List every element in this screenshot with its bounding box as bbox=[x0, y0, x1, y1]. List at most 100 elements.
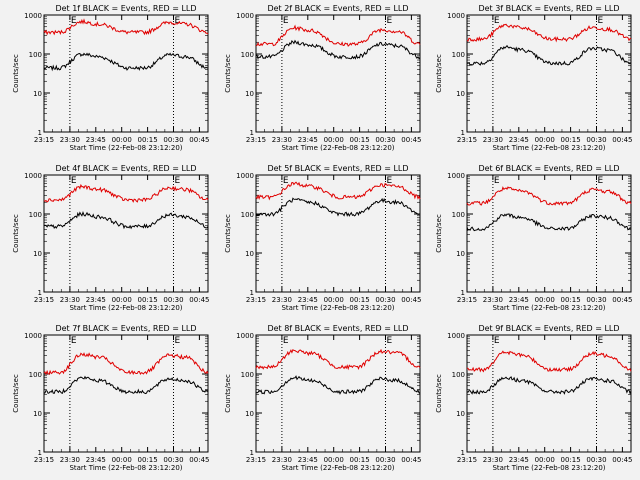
x-tick-label: 23:30 bbox=[60, 456, 80, 464]
chart-panel-9: Det 9f BLACK = Events, RED = LLD 1 10 100 10… bbox=[435, 324, 632, 472]
x-tick-label: 00:15 bbox=[138, 296, 158, 304]
x-axis-label: Start Time (22-Feb-08 23:12:20) bbox=[69, 304, 182, 312]
x-tick-label: 00:45 bbox=[189, 296, 209, 304]
x-tick-label: 00:00 bbox=[112, 296, 132, 304]
y-tick-label: 1000 bbox=[447, 332, 465, 340]
x-axis-label: Start Time (22-Feb-08 23:12:20) bbox=[492, 144, 605, 152]
series-line-events bbox=[255, 197, 421, 217]
chart-title: Det 7f BLACK = Events, RED = LLD bbox=[55, 324, 196, 333]
x-tick-label: 23:15 bbox=[34, 296, 54, 304]
y-tick-label: 1000 bbox=[447, 12, 465, 20]
plot-frame bbox=[255, 174, 421, 293]
series-line-lld bbox=[255, 348, 421, 371]
event-marker-label: E bbox=[598, 176, 604, 186]
event-marker-label: E bbox=[71, 176, 77, 186]
y-tick-label: 100 bbox=[241, 371, 254, 379]
y-tick-label: 1000 bbox=[24, 12, 42, 20]
x-axis-label: Start Time (22-Feb-08 23:12:20) bbox=[69, 144, 182, 152]
event-marker-label: E bbox=[494, 16, 500, 26]
x-tick-label: 23:30 bbox=[60, 136, 80, 144]
series-line-events bbox=[43, 375, 209, 395]
x-tick-label: 23:45 bbox=[298, 456, 318, 464]
y-tick-label: 10 bbox=[456, 250, 465, 258]
x-tick-label: 00:45 bbox=[189, 456, 209, 464]
chart-panel-7: Det 7f BLACK = Events, RED = LLD 1 10 100 10… bbox=[12, 324, 209, 472]
x-tick-label: 00:15 bbox=[138, 456, 158, 464]
y-tick-label: 1 bbox=[250, 449, 254, 457]
y-axis-label: Counts/sec bbox=[435, 54, 443, 93]
x-tick-label: 00:00 bbox=[535, 136, 555, 144]
series-line-events bbox=[43, 52, 209, 72]
plot-frame bbox=[43, 174, 209, 293]
x-tick-label: 23:15 bbox=[34, 456, 54, 464]
x-tick-label: 23:15 bbox=[457, 296, 477, 304]
x-tick-label: 23:15 bbox=[457, 136, 477, 144]
x-tick-label: 00:00 bbox=[324, 456, 344, 464]
chart-title: Det 3f BLACK = Events, RED = LLD bbox=[478, 4, 619, 13]
y-axis-label: Counts/sec bbox=[435, 374, 443, 413]
y-tick-label: 10 bbox=[245, 410, 254, 418]
chart-panel-5: Det 5f BLACK = Events, RED = LLD 1 10 100 10… bbox=[224, 164, 421, 312]
x-tick-label: 00:00 bbox=[535, 296, 555, 304]
y-tick-label: 1000 bbox=[24, 172, 42, 180]
y-tick-label: 1000 bbox=[24, 332, 42, 340]
series-line-events bbox=[255, 375, 421, 395]
event-marker-label: E bbox=[283, 336, 289, 346]
series-line-lld bbox=[255, 181, 421, 201]
x-tick-label: 00:00 bbox=[535, 456, 555, 464]
x-tick-label: 23:15 bbox=[457, 456, 477, 464]
x-tick-label: 23:30 bbox=[60, 296, 80, 304]
y-tick-label: 1 bbox=[250, 289, 254, 297]
x-axis-label: Start Time (22-Feb-08 23:12:20) bbox=[69, 464, 182, 472]
event-marker-label: E bbox=[71, 336, 77, 346]
event-marker-label: E bbox=[387, 336, 393, 346]
x-tick-label: 00:45 bbox=[612, 296, 632, 304]
x-tick-label: 00:45 bbox=[401, 136, 421, 144]
event-marker-label: E bbox=[598, 336, 604, 346]
series-line-lld bbox=[43, 352, 209, 376]
plot-frame bbox=[466, 174, 632, 293]
x-tick-label: 00:30 bbox=[163, 296, 183, 304]
x-axis-label: Start Time (22-Feb-08 23:12:20) bbox=[281, 464, 394, 472]
series-line-lld bbox=[466, 23, 632, 43]
series-line-events bbox=[466, 213, 632, 232]
series-line-lld bbox=[255, 24, 421, 47]
x-tick-label: 00:15 bbox=[350, 136, 370, 144]
event-marker-label: E bbox=[283, 16, 289, 26]
x-tick-label: 00:30 bbox=[375, 136, 395, 144]
plot-frame bbox=[466, 14, 632, 133]
x-tick-label: 23:30 bbox=[272, 296, 292, 304]
y-tick-label: 100 bbox=[241, 211, 254, 219]
chart-title: Det 6f BLACK = Events, RED = LLD bbox=[478, 164, 619, 173]
y-tick-label: 100 bbox=[29, 211, 42, 219]
chart-title: Det 4f BLACK = Events, RED = LLD bbox=[55, 164, 196, 173]
y-tick-label: 10 bbox=[33, 410, 42, 418]
y-axis-label: Counts/sec bbox=[224, 374, 232, 413]
x-axis-label: Start Time (22-Feb-08 23:12:20) bbox=[281, 304, 394, 312]
event-marker-label: E bbox=[283, 176, 289, 186]
x-tick-label: 00:45 bbox=[189, 136, 209, 144]
x-tick-label: 00:45 bbox=[401, 296, 421, 304]
x-tick-label: 00:30 bbox=[375, 296, 395, 304]
y-tick-label: 100 bbox=[452, 371, 465, 379]
y-tick-label: 10 bbox=[245, 250, 254, 258]
y-tick-label: 100 bbox=[241, 51, 254, 59]
chart-title: Det 5f BLACK = Events, RED = LLD bbox=[267, 164, 408, 173]
x-tick-label: 00:00 bbox=[324, 136, 344, 144]
x-tick-label: 23:45 bbox=[509, 296, 529, 304]
x-tick-label: 23:45 bbox=[86, 456, 106, 464]
chart-panel-3: Det 3f BLACK = Events, RED = LLD 1 10 100 10… bbox=[435, 4, 632, 152]
x-tick-label: 23:15 bbox=[34, 136, 54, 144]
event-marker-label: E bbox=[598, 16, 604, 26]
y-tick-label: 1 bbox=[461, 129, 465, 137]
x-tick-label: 23:30 bbox=[483, 296, 503, 304]
x-tick-label: 00:45 bbox=[401, 456, 421, 464]
series-line-lld bbox=[466, 186, 632, 206]
y-tick-label: 10 bbox=[456, 90, 465, 98]
chart-panel-4: Det 4f BLACK = Events, RED = LLD 1 10 100 10… bbox=[12, 164, 209, 312]
y-tick-label: 1000 bbox=[236, 172, 254, 180]
x-tick-label: 00:30 bbox=[375, 456, 395, 464]
y-axis-label: Counts/sec bbox=[435, 214, 443, 253]
y-tick-label: 1 bbox=[38, 449, 42, 457]
x-tick-label: 00:30 bbox=[586, 456, 606, 464]
